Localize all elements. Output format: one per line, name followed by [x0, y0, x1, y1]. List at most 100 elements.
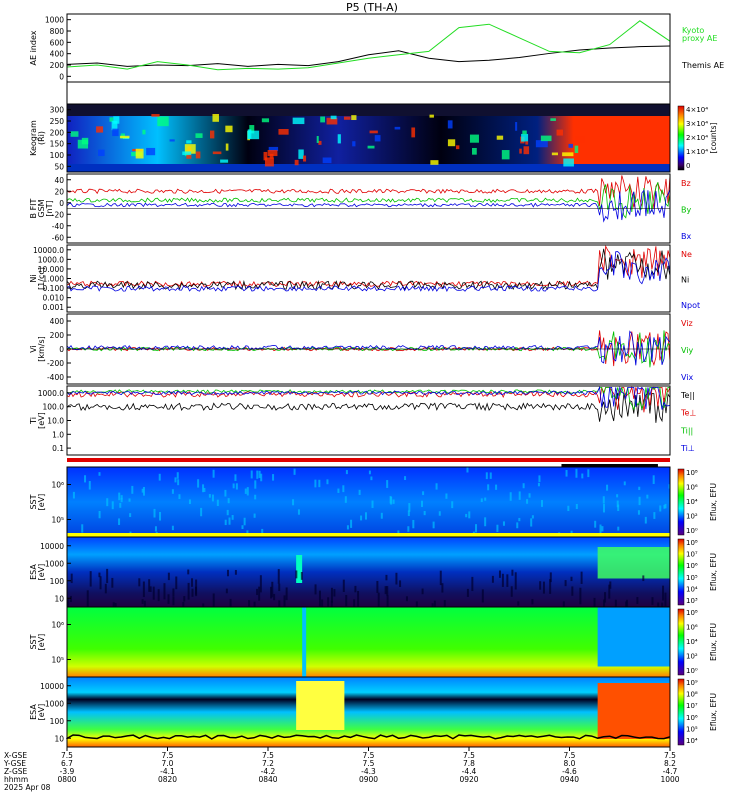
colorbar-label: Eflux, EFU — [709, 483, 718, 521]
esa-ion-cell — [67, 597, 70, 610]
sst-ion-cell — [131, 485, 134, 494]
esa-ion-cell — [564, 580, 567, 587]
sst-ion-cell — [466, 467, 469, 473]
sst-ion-cell — [81, 524, 84, 533]
esa-ion-cell — [70, 573, 73, 584]
sst-ion-cell — [254, 480, 257, 489]
keogram-blob — [568, 143, 573, 148]
esa-ion-cell — [195, 579, 198, 597]
sst-ion-cell — [227, 498, 230, 504]
sst-ion-cell — [380, 512, 383, 519]
x-axis-labels: 7.56.7-3.908007.57.0-4.108207.57.2-4.208… — [3, 747, 680, 792]
sst-ion-cell — [502, 521, 505, 526]
sst-ion-cell — [224, 489, 227, 497]
sst-ion-cell — [575, 468, 578, 478]
sst-ion-cell — [106, 498, 109, 507]
sst-ion-cell — [422, 491, 425, 496]
colorbar-tick: 10⁶ — [686, 484, 698, 492]
y-tick-label: 200 — [50, 61, 65, 70]
sst-ion-cell — [407, 510, 410, 517]
keogram-blob — [469, 134, 479, 143]
keogram-blob — [521, 133, 529, 142]
x-tick-label: -4.2 — [261, 767, 276, 776]
sst-ion-cell — [350, 519, 353, 528]
legend-viz: Viz — [681, 319, 693, 328]
sst-ion-cell — [154, 526, 157, 532]
keogram-blob — [326, 117, 338, 125]
colorbar-tick: 10⁵ — [686, 725, 698, 733]
y-tick-label: 10000 — [40, 682, 64, 691]
x-tick-label: 0820 — [158, 775, 177, 784]
series-themis-ae — [66, 45, 671, 67]
keogram-blob — [142, 129, 146, 135]
esa-ion-cell — [357, 591, 360, 607]
esa-elec-burst — [296, 681, 345, 730]
sst-ion-cell — [318, 479, 321, 488]
keogram-blob — [109, 117, 114, 122]
colorbar-tick: 10⁶ — [686, 624, 698, 632]
esa-ion-cell — [491, 575, 494, 583]
sst-ion-cell — [371, 500, 374, 508]
esa-ion-image — [67, 537, 670, 607]
sst-ion-cell — [484, 497, 487, 501]
sst-ion-cell — [171, 489, 174, 494]
esa-ion-cell — [608, 584, 611, 599]
y-tick-label: 100 — [50, 151, 65, 160]
keogram-blob — [303, 155, 307, 162]
esa-ion-cell — [141, 599, 144, 604]
x-tick-label: 7.5 — [61, 751, 73, 760]
esa-ion-cell — [517, 601, 520, 606]
y-tick-label: 600 — [50, 38, 65, 47]
y-tick-label: 100 — [50, 717, 65, 726]
sst-ion-cell — [297, 509, 300, 515]
series-kyoto-proxy-ae — [66, 20, 671, 71]
sst-ion-cell — [344, 496, 347, 503]
colorbar — [678, 469, 684, 535]
esa-ion-cell — [471, 576, 474, 592]
sst-ion-cell — [594, 520, 597, 528]
esa-ion-cell — [152, 586, 155, 600]
y-axis-label: ESA — [29, 704, 38, 720]
x-tick-label: 7.5 — [363, 751, 375, 760]
sst-ion-cell — [530, 518, 533, 527]
y-tick-label: 0.001 — [43, 303, 65, 312]
colorbar-label: Eflux, EFU — [709, 693, 718, 731]
sst-ion-cell — [208, 494, 211, 498]
esa-ion-cell — [498, 570, 501, 578]
sst-ion-cell — [528, 493, 531, 498]
panel-bfield: 40 20 0 -20 -40 -60 B FIT GSM [nT] Bz By Bx — [29, 173, 691, 244]
keogram-blob — [247, 130, 260, 140]
keogram-blob — [264, 157, 274, 167]
sst-ion-cell — [176, 472, 179, 479]
sst-ion-cell — [526, 499, 529, 504]
colorbar-tick: 10⁰ — [686, 667, 698, 675]
esa-ion-cell — [278, 600, 281, 609]
sst-ion-cell — [392, 499, 395, 504]
legend-te: Te⊥ — [680, 409, 696, 418]
esa-ion-cell — [318, 590, 321, 607]
esa-ion-cell — [354, 585, 357, 593]
panel-esa_ion: 10000 1000 100 10 ESA [eV] 10⁸ 10⁷ 10⁶ 10⁵ 10⁴ 10³ E… — [29, 536, 718, 619]
keogram-blob — [292, 117, 305, 125]
series-bx — [66, 189, 671, 223]
x-tick-label: -3.9 — [60, 767, 75, 776]
keogram-blob — [430, 160, 439, 165]
legend-vix: Vix — [681, 373, 694, 382]
colorbar-tick: 10⁰ — [686, 527, 698, 535]
esa-ion-spot — [296, 555, 303, 583]
esa-ion-cell — [443, 600, 446, 608]
keogram-blob — [278, 128, 289, 135]
y-tick-label: 400 — [50, 50, 65, 59]
series-ti- — [66, 385, 671, 410]
sst-ion-cell — [496, 524, 499, 532]
sst-ion-cell — [142, 486, 145, 496]
sst-ion-cell — [445, 493, 448, 499]
keogram-blob — [81, 137, 89, 145]
sst-ion-cell — [664, 503, 667, 509]
sst-ion-cell — [599, 524, 602, 534]
sst-ion-cell — [484, 517, 487, 527]
sst-ion-cell — [358, 489, 361, 496]
x-tick-label: -4.3 — [361, 767, 376, 776]
sst-ion-band — [67, 533, 670, 537]
